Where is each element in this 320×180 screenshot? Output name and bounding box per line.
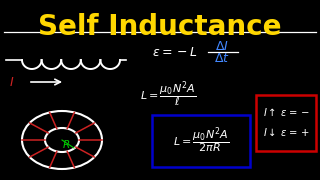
Text: $L = \dfrac{\mu_0 N^2 A}{\ell}$: $L = \dfrac{\mu_0 N^2 A}{\ell}$	[140, 80, 196, 110]
Text: $I\uparrow\;\varepsilon = -$: $I\uparrow\;\varepsilon = -$	[262, 106, 309, 118]
Text: Self Inductance: Self Inductance	[38, 13, 282, 41]
Text: $I\downarrow\;\varepsilon = +$: $I\downarrow\;\varepsilon = +$	[262, 127, 309, 138]
Text: $L = \dfrac{\mu_0 N^2 A}{2\pi R}$: $L = \dfrac{\mu_0 N^2 A}{2\pi R}$	[173, 126, 229, 156]
Bar	[152, 115, 250, 167]
Text: $I$: $I$	[9, 75, 15, 89]
Text: $\Delta t$: $\Delta t$	[214, 53, 230, 66]
Text: $\Delta I$: $\Delta I$	[215, 39, 229, 53]
Text: $R$: $R$	[62, 138, 70, 150]
Text: $\varepsilon = -L$: $\varepsilon = -L$	[152, 46, 198, 58]
Bar	[256, 95, 316, 151]
